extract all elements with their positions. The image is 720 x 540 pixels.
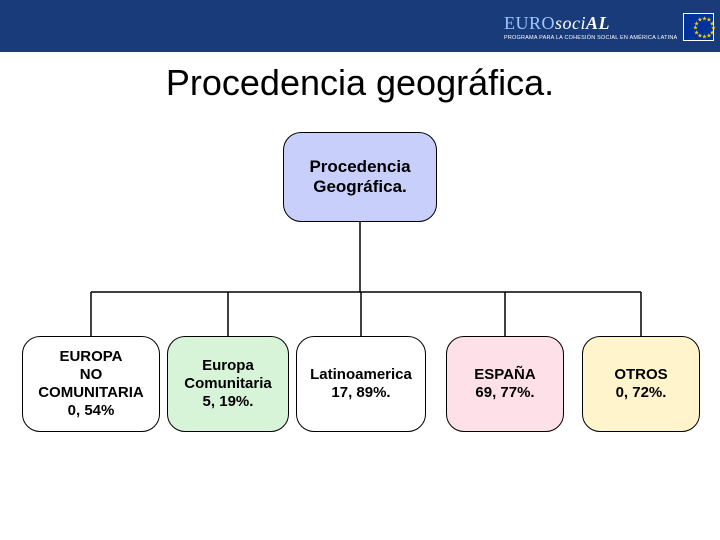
logo-area: EUROsociAL PROGRAMA PARA LA COHESIÓN SOC… (504, 4, 714, 50)
child-node-3-label: ESPAÑA69, 77%. (474, 366, 535, 402)
child-node-4-label: OTROS0, 72%. (614, 366, 667, 402)
brand-suffix: AL (586, 13, 610, 33)
eu-flag-icon: ★★★★★★★★★★★★ (683, 13, 714, 41)
root-node: ProcedenciaGeográfica. (283, 132, 437, 222)
eurosocial-logo: EUROsociAL PROGRAMA PARA LA COHESIÓN SOC… (504, 13, 677, 41)
child-node-1: EuropaComunitaria5, 19%. (167, 336, 289, 432)
header-bar: EUROsociAL PROGRAMA PARA LA COHESIÓN SOC… (0, 0, 720, 52)
root-node-label: ProcedenciaGeográfica. (309, 157, 410, 198)
child-node-0-label: EUROPANOCOMUNITARIA0, 54% (38, 348, 144, 420)
brand-mid: soci (555, 13, 586, 33)
child-node-2-label: Latinoamerica17, 89%. (310, 366, 412, 402)
page-title: Procedencia geográfica. (0, 62, 720, 104)
child-node-2: Latinoamerica17, 89%. (296, 336, 426, 432)
child-node-1-label: EuropaComunitaria5, 19%. (184, 357, 272, 411)
brand-tagline: PROGRAMA PARA LA COHESIÓN SOCIAL EN AMÉR… (504, 35, 677, 41)
child-node-4: OTROS0, 72%. (582, 336, 700, 432)
child-node-3: ESPAÑA69, 77%. (446, 336, 564, 432)
brand-prefix: EURO (504, 13, 555, 33)
child-node-0: EUROPANOCOMUNITARIA0, 54% (22, 336, 160, 432)
